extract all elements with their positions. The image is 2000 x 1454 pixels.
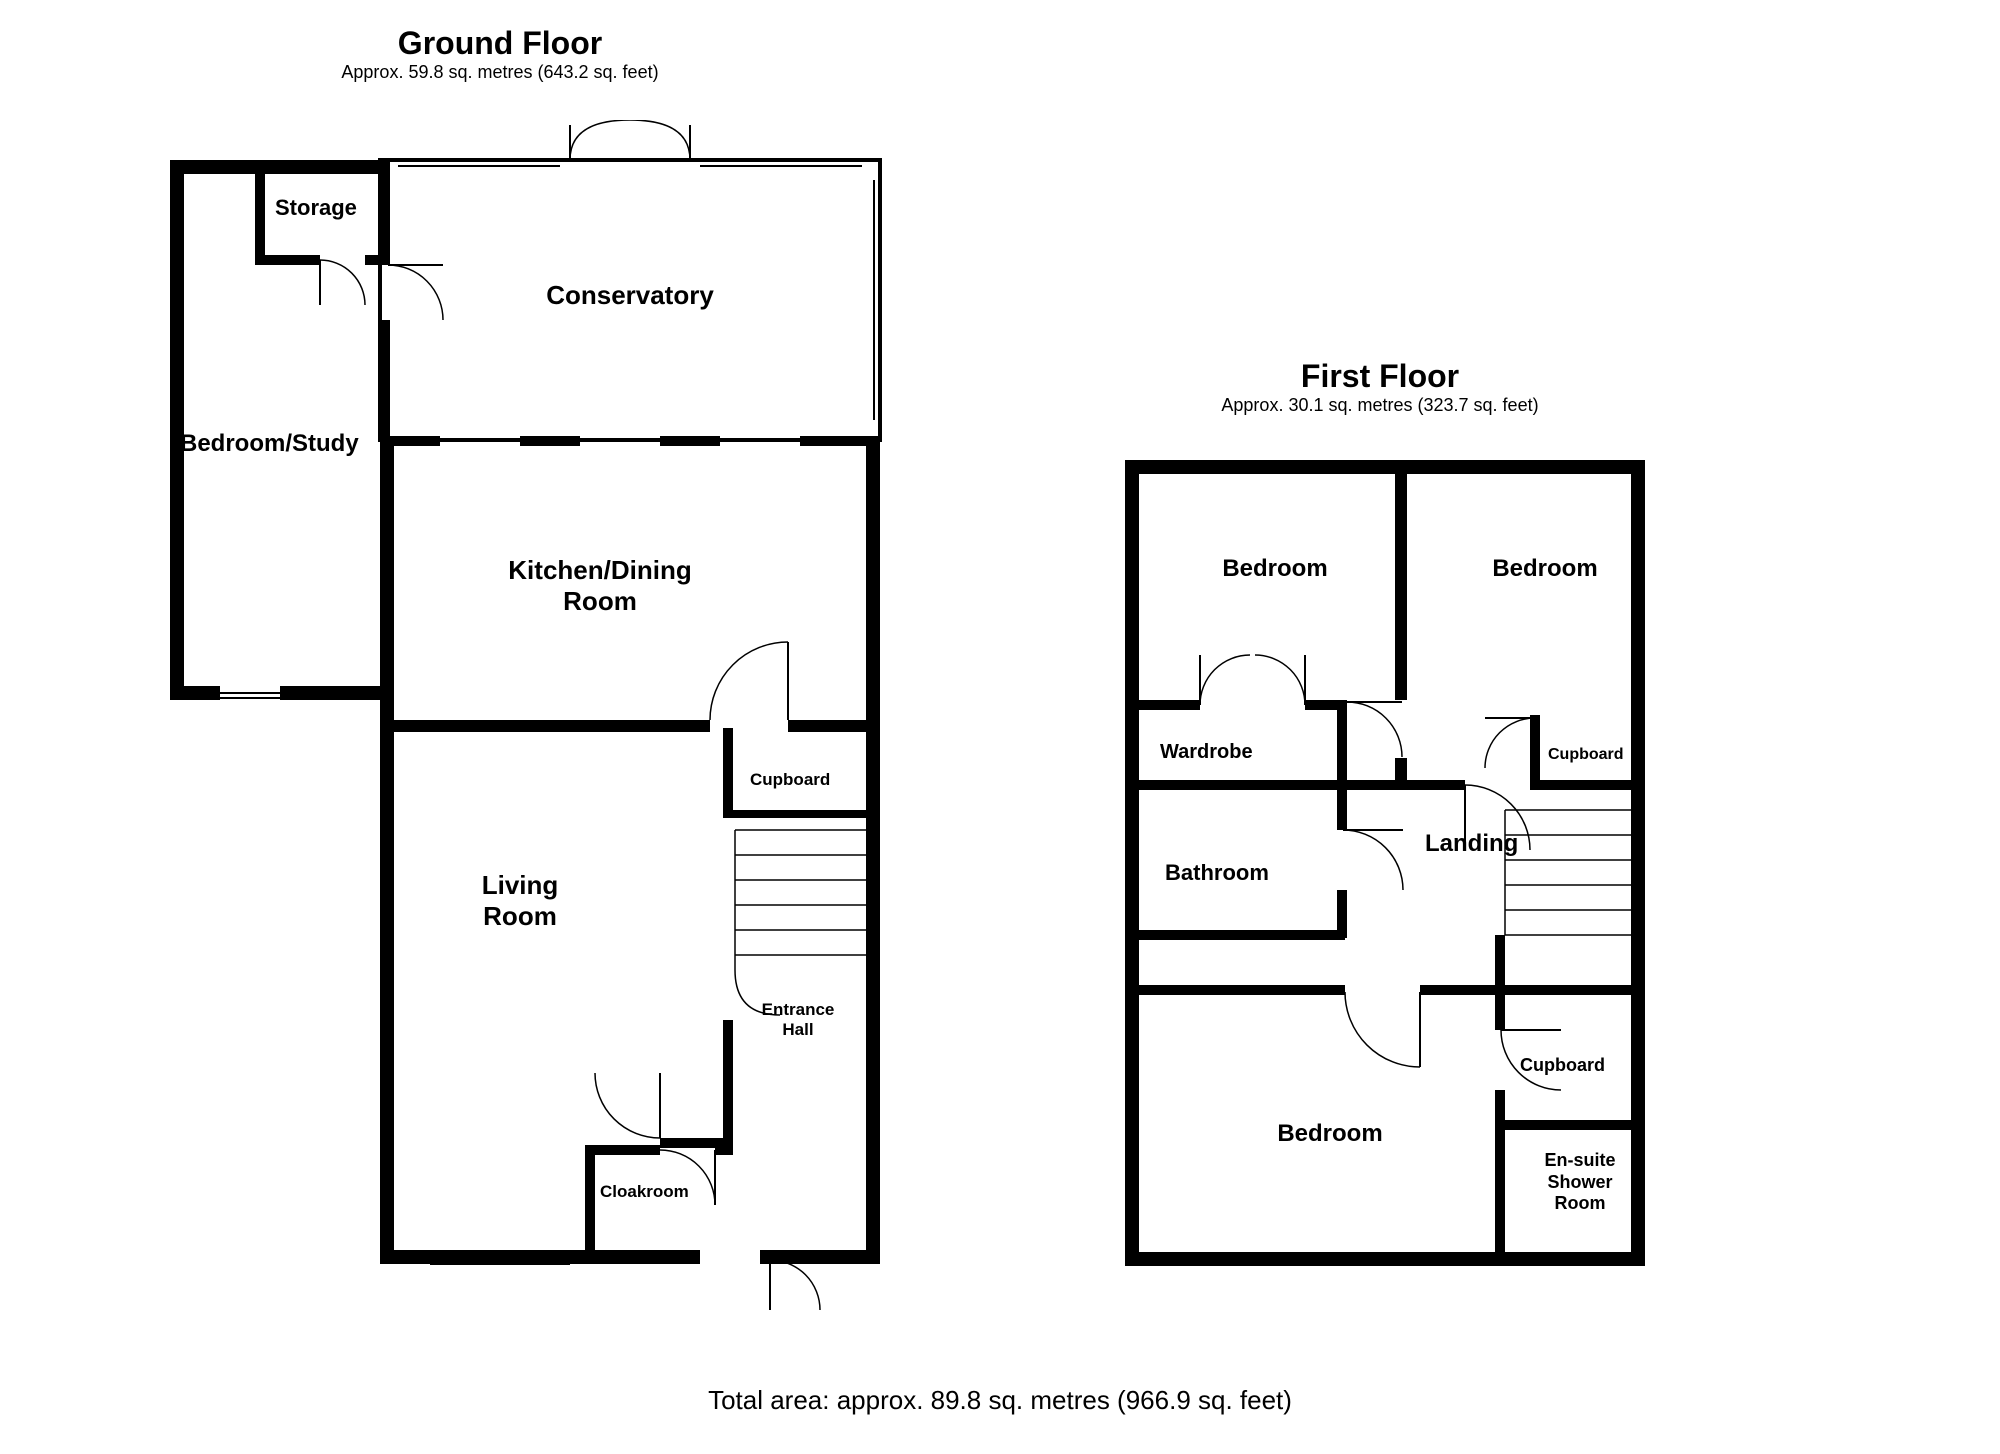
landing-label: Landing	[1425, 830, 1518, 859]
entrance-hall-label: Entrance Hall	[748, 1000, 848, 1041]
wardrobe-label: Wardrobe	[1160, 740, 1253, 764]
storage-label: Storage	[275, 195, 357, 221]
bedroom1-label: Bedroom	[1175, 555, 1375, 584]
ground-floor-title: Ground Floor	[200, 25, 800, 62]
cupboard-gf-label: Cupboard	[750, 770, 830, 790]
bedroom3-label: Bedroom	[1230, 1120, 1430, 1149]
first-floor-title: First Floor	[1120, 358, 1640, 395]
cupboard2-label: Cupboard	[1520, 1055, 1605, 1077]
bedroom-study-label: Bedroom/Study	[180, 430, 359, 459]
bathroom-label: Bathroom	[1165, 860, 1269, 886]
kitchen-dining-label: Kitchen/Dining Room	[450, 555, 750, 617]
first-floor-subtitle: Approx. 30.1 sq. metres (323.7 sq. feet)	[1120, 395, 1640, 416]
cupboard1-label: Cupboard	[1548, 745, 1624, 764]
conservatory-label: Conservatory	[480, 280, 780, 311]
living-room-label: Living Room	[420, 870, 620, 932]
ensuite-label: En-suite Shower Room	[1515, 1150, 1645, 1215]
cloakroom-label: Cloakroom	[600, 1182, 689, 1202]
ground-floor-subtitle: Approx. 59.8 sq. metres (643.2 sq. feet)	[200, 62, 800, 83]
bedroom2-label: Bedroom	[1445, 555, 1645, 584]
total-area-label: Total area: approx. 89.8 sq. metres (966…	[0, 1385, 2000, 1416]
